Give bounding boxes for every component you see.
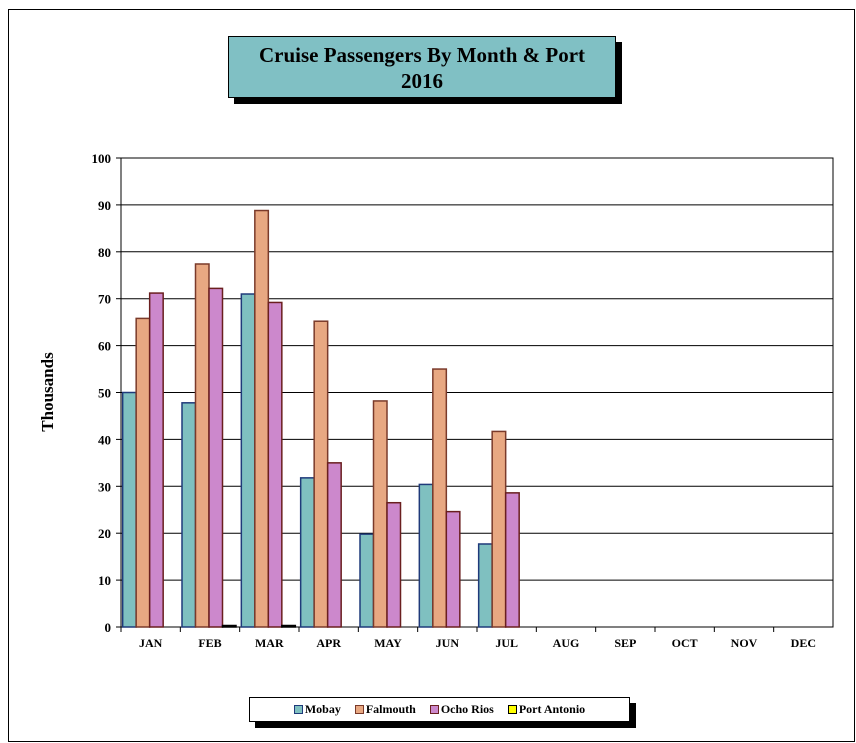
x-tick-label: DEC [791,636,816,650]
x-tick-label: JUN [436,636,460,650]
legend-swatch [507,705,517,714]
x-tick-label: MAY [374,636,402,650]
x-tick-label: NOV [731,636,758,650]
x-tick-label: AUG [553,636,580,650]
y-tick-label: 0 [105,620,112,635]
legend-swatch [354,705,364,714]
y-tick-label: 50 [98,386,111,401]
y-tick-label: 20 [98,526,111,541]
bar [148,292,164,628]
legend-label: Mobay [304,702,341,716]
x-tick-label: JAN [139,636,163,650]
bar [221,624,237,628]
y-tick-label: 30 [98,479,111,494]
bar [240,293,256,628]
bar [299,477,315,628]
legend-swatch [293,705,303,714]
bar [121,391,137,628]
y-tick-label: 100 [92,151,112,166]
y-axis-label: Thousands [38,352,57,432]
legend-item: Port Antonio [507,702,586,717]
bar [445,510,461,628]
legend: Mobay Falmouth Ocho Rios Port Antonio [249,697,630,722]
bar [281,624,297,628]
bar [432,368,448,628]
bar [386,501,402,628]
x-tick-label: JUL [495,636,518,650]
bar [359,533,375,628]
x-tick-label: MAR [255,636,284,650]
bar [372,400,388,628]
x-tick-label: OCT [672,636,698,650]
chart-title: Cruise Passengers By Month & Port 2016 [228,36,616,98]
y-tick-label: 70 [98,292,111,307]
y-tick-label: 60 [98,339,111,354]
legend-label: Falmouth [365,702,416,716]
bar [135,317,151,628]
y-tick-label: 80 [98,245,111,260]
y-tick-label: 10 [98,573,111,588]
bar [491,430,507,628]
bar [208,287,224,628]
y-tick-label: 40 [98,432,111,447]
bar [504,492,520,628]
bar [267,301,283,628]
bar [254,209,270,628]
bar [418,483,434,628]
legend-swatch [429,705,439,714]
x-tick-label: FEB [198,636,221,650]
x-tick-label: APR [316,636,341,650]
bar [181,402,197,628]
y-tick-label: 90 [98,198,111,213]
x-tick-label: SEP [614,636,636,650]
chart-title-line1: Cruise Passengers By Month & Port [258,43,586,67]
legend-item: Mobay [293,702,341,717]
legend-item: Falmouth [354,702,416,717]
legend-item: Ocho Rios [429,702,494,717]
bar [477,543,493,628]
bar [194,263,210,628]
bar [313,320,329,628]
legend-label: Ocho Rios [440,702,494,716]
chart-title-line2: 2016 [401,69,443,93]
legend-label: Port Antonio [518,702,586,716]
bar [326,462,342,628]
